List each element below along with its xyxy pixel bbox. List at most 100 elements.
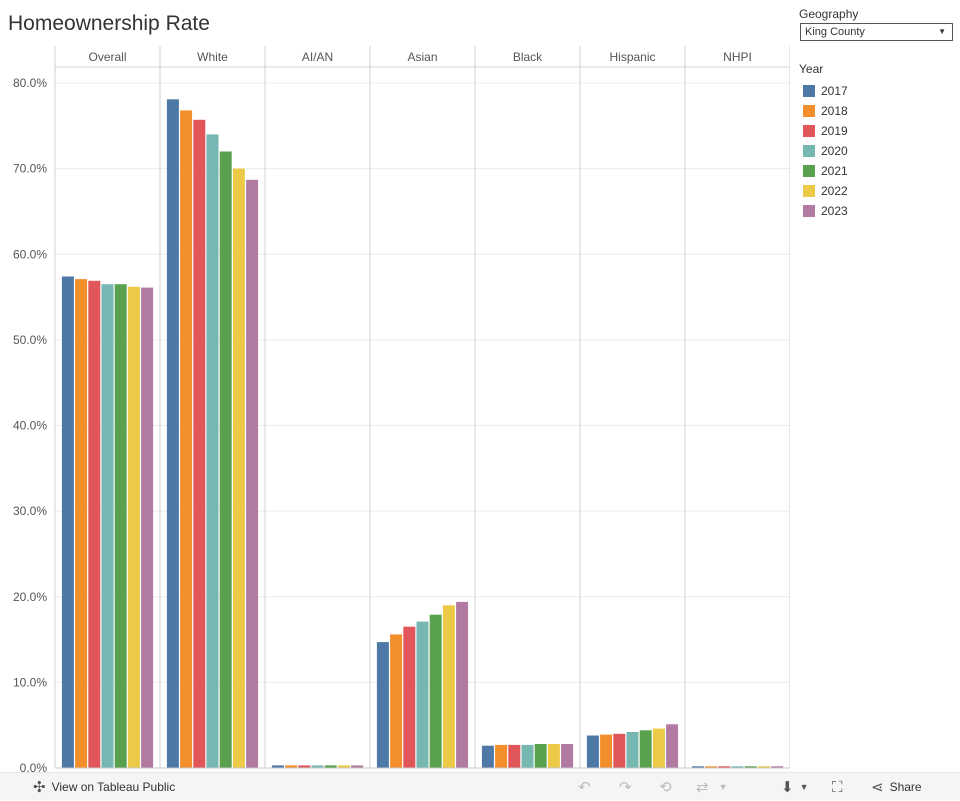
- bar: [351, 765, 364, 768]
- share-button[interactable]: ⋖ Share: [871, 773, 922, 801]
- category-header: Asian: [407, 50, 437, 64]
- legend-item[interactable]: 2019: [803, 121, 848, 141]
- share-icon: ⋖: [871, 779, 884, 796]
- fullscreen-button[interactable]: ⛶: [832, 773, 843, 801]
- bar: [206, 134, 219, 768]
- view-on-tableau-public-link[interactable]: ✣ View on Tableau Public: [33, 773, 175, 801]
- y-tick-label: 30.0%: [13, 504, 47, 518]
- legend-item[interactable]: 2022: [803, 181, 848, 201]
- bar: [691, 766, 704, 768]
- legend-label: 2023: [821, 204, 848, 218]
- bar: [232, 168, 245, 769]
- bar: [561, 744, 574, 768]
- bar: [324, 765, 337, 768]
- legend-label: 2017: [821, 84, 848, 98]
- y-tick-label: 40.0%: [13, 419, 47, 433]
- bar: [166, 99, 179, 769]
- bar: [429, 614, 442, 768]
- bar: [666, 724, 679, 768]
- bar: [718, 766, 731, 768]
- category-header: AI/AN: [302, 50, 333, 64]
- legend-item[interactable]: 2023: [803, 201, 848, 221]
- bar: [547, 744, 560, 768]
- chart-title: Homeownership Rate: [8, 12, 210, 35]
- bar: [298, 765, 311, 768]
- legend-swatch: [803, 165, 815, 177]
- y-tick-label: 60.0%: [13, 247, 47, 261]
- bar: [771, 766, 784, 768]
- legend: 2017 2018 2019 2020 2021 2022 2023: [803, 81, 848, 221]
- download-button[interactable]: ⬇ ▼: [781, 773, 809, 801]
- legend-item[interactable]: 2021: [803, 161, 848, 181]
- legend-swatch: [803, 145, 815, 157]
- y-tick-label: 20.0%: [13, 590, 47, 604]
- bar: [521, 744, 534, 768]
- legend-item[interactable]: 2017: [803, 81, 848, 101]
- bar-chart: 0.0% 10.0% 20.0% 30.0% 40.0% 50.0% 60.0% 70.0% 8…: [13, 46, 790, 772]
- bar: [101, 284, 114, 768]
- bar: [285, 765, 298, 768]
- share-label: Share: [889, 780, 922, 794]
- download-dropdown-icon: ▼: [799, 782, 809, 792]
- bar: [586, 735, 599, 768]
- bar: [88, 280, 101, 768]
- legend-label: 2018: [821, 104, 848, 118]
- revert-button[interactable]: ⟲: [659, 773, 672, 801]
- y-tick-label: 10.0%: [13, 675, 47, 689]
- bar: [508, 744, 521, 768]
- legend-item[interactable]: 2018: [803, 101, 848, 121]
- bar: [705, 766, 718, 768]
- bar: [534, 744, 547, 768]
- category-header: Overall: [88, 50, 126, 64]
- legend-label: 2022: [821, 184, 848, 198]
- legend-swatch: [803, 185, 815, 197]
- bar: [337, 765, 350, 768]
- bar: [61, 276, 74, 768]
- bar: [652, 728, 665, 768]
- legend-title: Year: [799, 62, 824, 76]
- refresh-button[interactable]: ⇄ ▼: [696, 773, 728, 801]
- geography-dropdown-value: King County: [805, 26, 865, 38]
- redo-button[interactable]: ↷: [619, 773, 632, 801]
- bar: [246, 179, 259, 769]
- fullscreen-icon: ⛶: [832, 778, 843, 796]
- bar: [495, 744, 508, 768]
- bar: [271, 765, 284, 768]
- legend-item[interactable]: 2020: [803, 141, 848, 161]
- y-tick-label: 80.0%: [13, 76, 47, 90]
- legend-swatch: [803, 105, 815, 117]
- bar: [600, 734, 613, 768]
- bar: [75, 279, 88, 768]
- bar: [613, 733, 626, 769]
- revert-icon: ⟲: [659, 779, 672, 796]
- refresh-dropdown-icon: ▼: [718, 782, 728, 792]
- bar: [114, 284, 127, 768]
- bar: [757, 766, 770, 768]
- legend-label: 2021: [821, 164, 848, 178]
- undo-icon: ↶: [578, 779, 591, 796]
- bar: [456, 601, 469, 768]
- bar: [127, 286, 140, 768]
- legend-swatch: [803, 85, 815, 97]
- y-tick-label: 50.0%: [13, 333, 47, 347]
- bar: [744, 766, 757, 768]
- bar: [180, 110, 193, 768]
- bar: [376, 642, 389, 768]
- dropdown-arrow-icon: ▼: [938, 27, 946, 36]
- legend-swatch: [803, 205, 815, 217]
- undo-button[interactable]: ↶: [578, 773, 591, 801]
- view-on-tableau-label: View on Tableau Public: [51, 780, 176, 794]
- category-header: Hispanic: [609, 50, 655, 64]
- legend-swatch: [803, 125, 815, 137]
- refresh-icon: ⇄: [696, 779, 709, 796]
- bar: [193, 119, 206, 769]
- bar: [141, 287, 154, 768]
- bar: [626, 732, 639, 768]
- bar: [639, 730, 652, 768]
- redo-icon: ↷: [619, 779, 632, 796]
- category-header: White: [197, 50, 228, 64]
- geography-dropdown[interactable]: King County ▼: [800, 23, 953, 41]
- legend-label: 2019: [821, 124, 848, 138]
- y-tick-label: 70.0%: [13, 162, 47, 176]
- tableau-toolbar: ✣ View on Tableau Public ↶ ↷ ⟲ ⇄ ▼ ⬇ ▼ ⛶ ⋖…: [0, 772, 960, 800]
